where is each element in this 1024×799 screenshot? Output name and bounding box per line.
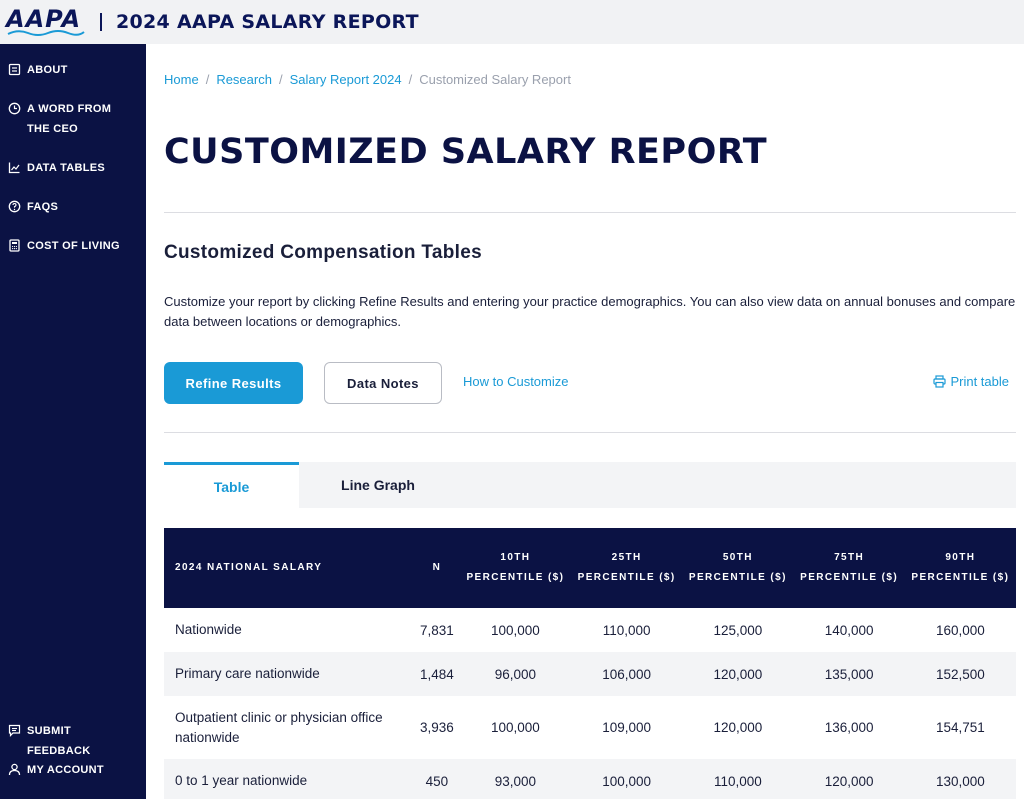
sidebar-item-label: A WORD FROM THE CEO — [27, 103, 112, 135]
view-tabs: Table Line Graph — [164, 462, 1016, 508]
data-notes-button[interactable]: Data Notes — [324, 362, 442, 404]
table-cell: 160,000 — [935, 622, 985, 638]
column-header: 75TH PERCENTILE ($) — [800, 552, 899, 583]
sidebar-item-cost-of-living[interactable]: COST OF LIVING — [8, 236, 137, 256]
sidebar-item-my-account[interactable]: MY ACCOUNT — [8, 760, 137, 780]
sidebar-item-label: MY ACCOUNT — [27, 764, 104, 776]
question-icon — [8, 200, 21, 213]
salary-table: 2024 NATIONAL SALARY N 10TH PERCENTILE (… — [164, 528, 1016, 799]
divider — [164, 212, 1016, 213]
logo-wave-icon — [7, 30, 85, 36]
table-cell: 154,751 — [935, 720, 985, 735]
calculator-icon — [8, 239, 21, 252]
print-table-label: Print table — [950, 374, 1009, 389]
table-cell: 0 to 1 year nationwide — [175, 773, 308, 788]
sidebar-item-faqs[interactable]: FAQS — [8, 197, 137, 217]
table-cell: 120,000 — [713, 720, 763, 735]
table-cell: 120,000 — [713, 666, 763, 682]
sidebar-item-submit-feedback[interactable]: SUBMIT FEEDBACK — [8, 721, 137, 761]
table-cell: 125,000 — [713, 622, 763, 638]
column-header: 10TH PERCENTILE ($) — [466, 552, 565, 583]
aapa-logo[interactable]: AAPA — [6, 7, 86, 37]
table-cell: 136,000 — [824, 720, 874, 735]
column-header: 2024 NATIONAL SALARY — [175, 562, 323, 573]
divider — [164, 432, 1016, 433]
table-cell: 130,000 — [935, 773, 985, 789]
top-header: AAPA 2024 AAPA SALARY REPORT — [0, 0, 1024, 44]
table-row: Primary care nationwide 1,484 96,000 106… — [164, 652, 1016, 696]
section-title: Customized Compensation Tables — [164, 242, 482, 263]
table-cell: Outpatient clinic or physician office na… — [175, 709, 383, 745]
column-header: N — [432, 562, 442, 573]
breadcrumb-current: Customized Salary Report — [419, 72, 571, 87]
table-cell: 450 — [425, 773, 449, 789]
sidebar-item-label: DATA TABLES — [27, 162, 106, 174]
logo-text: AAPA — [6, 5, 82, 33]
table-row: Outpatient clinic or physician office na… — [164, 696, 1016, 759]
breadcrumb-separator: / — [205, 72, 210, 87]
breadcrumb: Home / Research / Salary Report 2024 / C… — [164, 72, 571, 87]
table-header-row: 2024 NATIONAL SALARY N 10TH PERCENTILE (… — [164, 528, 1016, 608]
sidebar-item-label: FAQS — [27, 201, 59, 213]
table-cell: Nationwide — [175, 622, 242, 637]
table-cell: 93,000 — [494, 773, 537, 789]
page-title: CUSTOMIZED SALARY REPORT — [164, 132, 768, 172]
table-cell: 110,000 — [713, 773, 762, 789]
clock-icon — [8, 102, 21, 115]
table-cell: 96,000 — [494, 666, 537, 682]
breadcrumb-salary-report[interactable]: Salary Report 2024 — [289, 72, 402, 87]
how-to-customize-link[interactable]: How to Customize — [463, 374, 569, 389]
breadcrumb-separator: / — [278, 72, 283, 87]
sidebar-item-label: ABOUT — [27, 64, 68, 76]
tab-table[interactable]: Table — [164, 462, 299, 508]
table-cell: 135,000 — [824, 666, 874, 682]
column-header: 90TH PERCENTILE ($) — [911, 552, 1010, 583]
table-row: 0 to 1 year nationwide 450 93,000 100,00… — [164, 759, 1016, 799]
table-cell: 7,831 — [420, 622, 454, 638]
table-cell: 3,936 — [420, 720, 454, 735]
sidebar-item-label: SUBMIT FEEDBACK — [27, 725, 91, 757]
sidebar-item-ceo[interactable]: A WORD FROM THE CEO — [8, 99, 137, 139]
sidebar-item-about[interactable]: ABOUT — [8, 60, 137, 80]
tab-line-graph[interactable]: Line Graph — [341, 477, 415, 493]
table-cell: 100,000 — [491, 622, 540, 638]
sidebar: ABOUT A WORD FROM THE CEO DATA TABLES FA… — [0, 44, 146, 799]
column-header: 25TH PERCENTILE ($) — [577, 552, 676, 583]
breadcrumb-separator: / — [408, 72, 413, 87]
table-cell: 100,000 — [491, 720, 540, 735]
document-icon — [8, 63, 21, 76]
table-cell: 140,000 — [824, 622, 874, 638]
chart-icon — [8, 161, 21, 174]
table-cell: 120,000 — [824, 773, 874, 789]
table-cell: 106,000 — [602, 666, 652, 682]
user-icon — [8, 763, 21, 776]
printer-icon — [933, 375, 947, 388]
feedback-icon — [8, 724, 21, 737]
table-cell: 110,000 — [602, 622, 651, 638]
table-row: Nationwide 7,831 100,000 110,000 125,000… — [164, 608, 1016, 652]
intro-text: Customize your report by clicking Refine… — [164, 294, 1016, 329]
table-cell: 1,484 — [420, 666, 454, 682]
column-header: 50TH PERCENTILE ($) — [688, 552, 787, 583]
table-cell: 152,500 — [935, 666, 985, 682]
breadcrumb-home[interactable]: Home — [164, 72, 199, 87]
print-table-link[interactable]: Print table — [933, 374, 1009, 389]
sidebar-item-data-tables[interactable]: DATA TABLES — [8, 158, 137, 178]
sidebar-item-label: COST OF LIVING — [27, 240, 120, 252]
breadcrumb-research[interactable]: Research — [216, 72, 272, 87]
table-cell: 100,000 — [602, 773, 652, 789]
refine-results-button[interactable]: Refine Results — [164, 362, 303, 404]
table-cell: Primary care nationwide — [175, 666, 320, 681]
table-cell: 109,000 — [602, 720, 652, 735]
header-separator — [100, 13, 102, 31]
report-title: 2024 AAPA SALARY REPORT — [116, 11, 419, 33]
